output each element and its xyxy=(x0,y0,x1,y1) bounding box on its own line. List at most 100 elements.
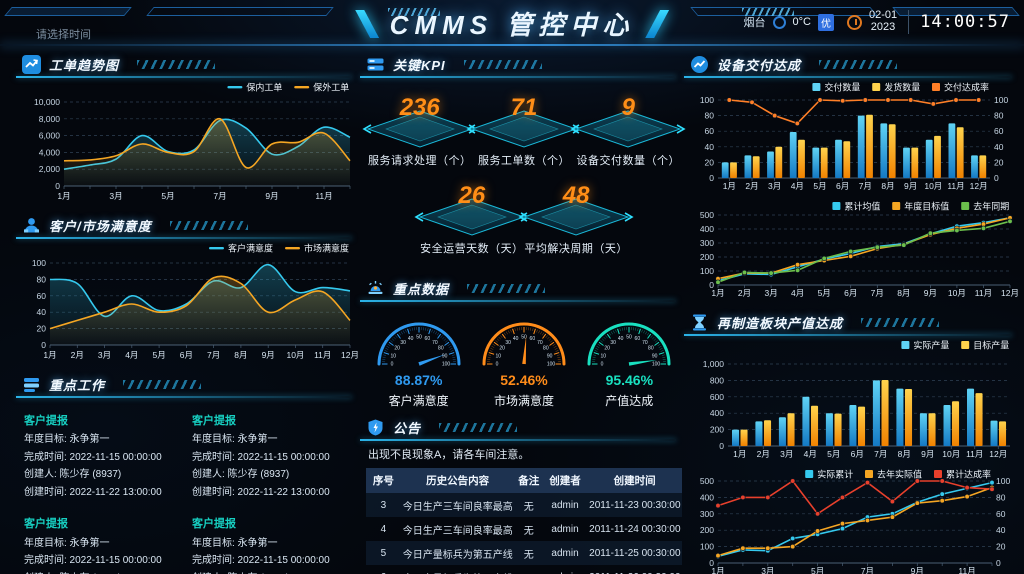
card-field: 年度目标: 永争第一 xyxy=(192,434,278,446)
gauge-label: 市场满意度 xyxy=(493,394,554,408)
title-decoration xyxy=(123,379,202,389)
announcement-cell: 2011-11-26 00:30:00 xyxy=(587,565,682,574)
satisfaction-chart: 0 20 40 60 80 100 1月 2月 3月 4月 5月 6月 7月 8月 9月 10月 11月 12月 市… xyxy=(22,239,359,366)
svg-text:3月: 3月 xyxy=(764,288,777,298)
kpi-item: 9 设备交付数量（个） xyxy=(570,94,686,168)
svg-text:9月: 9月 xyxy=(911,566,924,574)
panel-title: 关键KPI xyxy=(393,57,446,73)
svg-text:100: 100 xyxy=(700,266,714,276)
title-decoration xyxy=(819,59,898,69)
svg-text:发货数量: 发货数量 xyxy=(884,82,920,93)
svg-text:90: 90 xyxy=(652,353,658,359)
svg-text:60: 60 xyxy=(994,126,1004,136)
title-decoration xyxy=(169,220,248,230)
announcement-cell: 今日产量标兵为第五产线 xyxy=(401,565,515,574)
svg-text:80: 80 xyxy=(543,346,549,352)
svg-text:10月: 10月 xyxy=(942,449,960,459)
announcement-col-header: 序号 xyxy=(366,468,401,493)
title-decoration xyxy=(463,59,542,69)
kpi-value: 48 xyxy=(562,182,590,209)
svg-text:10月: 10月 xyxy=(948,288,966,298)
svg-text:12月: 12月 xyxy=(341,350,358,360)
announcement-cell: admin xyxy=(542,541,588,565)
svg-text:40: 40 xyxy=(37,307,47,317)
header-hatch-decoration xyxy=(742,8,794,16)
header-time: 14:00:57 xyxy=(920,12,1010,32)
svg-text:7月: 7月 xyxy=(859,181,872,191)
server-icon xyxy=(366,55,385,74)
announcement-cell: admin xyxy=(542,493,588,517)
svg-text:0: 0 xyxy=(719,441,724,451)
svg-text:20: 20 xyxy=(499,346,505,352)
svg-text:1月: 1月 xyxy=(723,181,736,191)
svg-text:300: 300 xyxy=(700,238,714,248)
svg-text:5月: 5月 xyxy=(818,288,831,298)
weather-temp: 0°C xyxy=(792,16,811,28)
svg-text:1,000: 1,000 xyxy=(703,359,725,369)
svg-text:20: 20 xyxy=(705,157,715,167)
gauge-row: 0 10 20 30 40 50 60 70 80 90 100 88.87% 客户满意度 0 10 20 30… xyxy=(366,302,682,409)
announcement-cell: 今日产量标兵为第五产线 xyxy=(400,541,515,565)
svg-text:0: 0 xyxy=(709,280,714,290)
gauge: 0 10 20 30 40 50 60 70 80 90 100 52.46% 市场满意度 xyxy=(474,314,574,409)
kpi-diamond-decoration xyxy=(570,110,686,148)
svg-text:8月: 8月 xyxy=(234,350,247,360)
svg-text:400: 400 xyxy=(700,492,714,502)
svg-text:1月: 1月 xyxy=(57,191,70,201)
kpi-item: 236 服务请求处理（个） xyxy=(362,94,478,168)
svg-text:累计均值: 累计均值 xyxy=(844,201,880,212)
svg-text:2月: 2月 xyxy=(71,350,84,360)
time-range-picker[interactable]: 请选择时间 xyxy=(36,29,91,41)
announcement-row: 6今日产量标兵为第五产线无admin2011-11-26 00:30:00 xyxy=(366,565,682,574)
middle-column: 关键KPI 236 服务请求处理（个） 71 服务工单数（个） 9 xyxy=(360,52,686,574)
svg-text:80: 80 xyxy=(705,111,715,121)
card-field: 年度目标: 永争第一 xyxy=(192,537,278,549)
header-status: 烟台 0°C 优 02-01 2023 14:00:57 xyxy=(744,10,1011,34)
svg-text:500: 500 xyxy=(700,476,714,486)
chart-circle-icon xyxy=(690,55,709,74)
svg-text:8月: 8月 xyxy=(897,288,910,298)
key-work-card: 客户提报年度目标: 永争第一完成时间: 2022-11-15 00:00:00 创… xyxy=(190,406,358,509)
svg-text:9月: 9月 xyxy=(921,449,934,459)
card-field: 创建人: 陈少存 (8937) xyxy=(192,570,354,574)
svg-text:40: 40 xyxy=(618,336,624,342)
svg-text:2月: 2月 xyxy=(757,449,770,459)
svg-text:30: 30 xyxy=(400,340,406,346)
svg-text:目标产量: 目标产量 xyxy=(973,340,1009,351)
card-field: 完成时间: 2022-11-15 00:00:00 xyxy=(192,555,330,566)
svg-text:400: 400 xyxy=(700,224,714,234)
delivery-bar-chart: 0 20 40 60 80 100 0 20 40 60 80 100 1月 2月 3月 4月 5月 6月 7月 8月… xyxy=(690,78,1018,197)
svg-text:2月: 2月 xyxy=(738,288,751,298)
clock-icon xyxy=(846,14,862,30)
svg-text:60: 60 xyxy=(530,336,536,342)
announcement-marquee: 出现不良现象A，请各车间注意。 xyxy=(368,449,530,461)
panel-header: 再制造板块产值达成 xyxy=(684,310,1018,336)
weather-icon xyxy=(772,15,786,29)
announcement-cell: 今日生产三车间良率最高 xyxy=(400,493,515,517)
svg-text:60: 60 xyxy=(996,509,1006,519)
key-work-cards: 客户提报 年度目标: 永争第一 完成时间: 2022-11-15 00:00:00 创… xyxy=(22,398,358,574)
kpi-diamond-decoration xyxy=(414,198,530,236)
divider xyxy=(908,10,910,34)
gauge-value: 52.46% xyxy=(500,372,548,388)
svg-text:9月: 9月 xyxy=(924,288,937,298)
announcement-row: 3 今日生产三车间良率最高无 admin 2011-11-23 00:30:00 xyxy=(366,493,682,517)
header-bar: CMMS 管控中心 请选择时间 烟台 0°C 优 02-01 2023 14:0… xyxy=(0,0,1024,46)
title-decoration xyxy=(467,283,546,293)
svg-text:8,000: 8,000 xyxy=(39,114,61,124)
announcement-col-header: 创建者 xyxy=(542,468,588,493)
panel-satisfaction: 客户/市场满意度 0 20 40 60 80 100 1月 2月 3月 4月 5月 6月 7月 8月 9月 1… xyxy=(16,213,359,366)
svg-text:6,000: 6,000 xyxy=(39,131,61,141)
svg-text:60: 60 xyxy=(705,126,715,136)
panel-title: 工单趋势图 xyxy=(49,57,120,73)
svg-text:11月: 11月 xyxy=(314,350,331,360)
kpi-item: 48 平均解决周期（天） xyxy=(518,182,634,256)
svg-text:400: 400 xyxy=(710,408,724,418)
svg-text:20: 20 xyxy=(394,346,400,352)
announcement-cell: 3 xyxy=(366,493,401,517)
svg-text:50: 50 xyxy=(627,335,633,341)
kpi-value: 236 xyxy=(399,94,440,121)
announcement-col-header: 备注 xyxy=(514,468,543,493)
